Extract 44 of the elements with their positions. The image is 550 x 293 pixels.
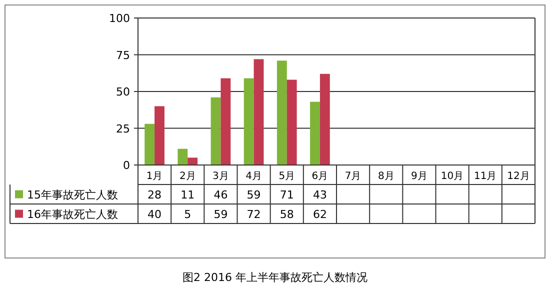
bar — [154, 106, 164, 165]
data-label: 40 — [148, 208, 162, 221]
data-label: 72 — [246, 208, 261, 221]
data-label: 59 — [214, 208, 228, 221]
data-label: 46 — [214, 188, 228, 202]
bar — [144, 124, 155, 165]
data-label: 43 — [312, 188, 327, 202]
bar — [188, 158, 198, 165]
x-tick-label: 1月 — [146, 170, 163, 182]
bar — [244, 78, 254, 165]
data-label: 59 — [246, 188, 261, 202]
x-tick-label: 11月 — [474, 170, 497, 182]
legend-label: 16年事故死亡人数 — [27, 208, 118, 221]
x-tick-label: 7月 — [344, 170, 362, 182]
bar — [178, 148, 188, 165]
x-tick-label: 12月 — [507, 170, 530, 182]
x-tick-label: 3月 — [212, 170, 229, 182]
data-label: 11 — [180, 188, 195, 202]
data-label: 62 — [312, 208, 327, 221]
bar — [286, 80, 297, 165]
bar — [220, 78, 231, 165]
bar — [210, 97, 221, 165]
bar — [320, 74, 330, 165]
data-label: 5 — [184, 208, 192, 221]
x-tick-label: 8月 — [378, 170, 394, 182]
bar — [276, 60, 287, 165]
data-label: 28 — [148, 188, 162, 202]
legend-label: 15年事故死亡人数 — [27, 188, 118, 202]
y-tick-label: 25 — [116, 122, 130, 136]
y-tick-label: 0 — [123, 159, 130, 172]
bar — [310, 102, 320, 165]
x-tick-label: 4月 — [246, 170, 262, 182]
x-tick-label: 10月 — [440, 170, 464, 182]
x-tick-label: 5月 — [278, 170, 296, 182]
x-tick-label: 6月 — [312, 170, 328, 182]
y-tick-label: 100 — [109, 12, 130, 25]
x-tick-label: 9月 — [411, 170, 428, 182]
bar — [254, 59, 264, 165]
text: 图2 2016 年上半年事故死亡人数情况 — [182, 271, 368, 284]
x-tick-label: 2月 — [179, 170, 196, 182]
data-label: 58 — [280, 208, 294, 221]
y-tick-label: 50 — [116, 86, 130, 98]
y-tick-label: 75 — [116, 48, 130, 62]
data-label: 71 — [280, 188, 294, 202]
